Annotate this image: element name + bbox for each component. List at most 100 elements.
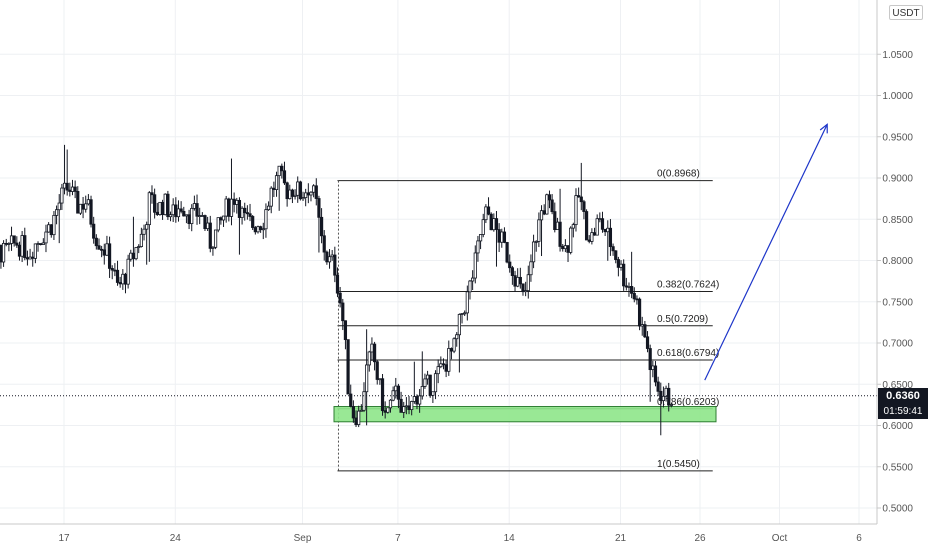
fib-level-label: 1(0.5450)	[657, 459, 700, 470]
y-tick-label: 0.5000	[882, 504, 913, 515]
x-tick-label: 21	[615, 533, 627, 544]
candle-body	[129, 252, 133, 260]
candle-body	[184, 214, 189, 217]
candle-body	[372, 343, 377, 363]
support-zone-box[interactable]	[333, 406, 717, 423]
candle-body	[378, 378, 382, 381]
candle-body	[513, 275, 517, 287]
candle-body	[582, 201, 586, 212]
candle-body	[367, 351, 371, 366]
candle-body	[460, 313, 464, 315]
candle-body	[266, 205, 271, 211]
candle-body	[627, 286, 631, 288]
candle-body	[314, 185, 318, 199]
candle-body	[664, 387, 668, 397]
candle-body	[531, 241, 536, 263]
candle-body	[643, 324, 647, 338]
x-tick-label: 17	[58, 533, 70, 544]
candle-body	[489, 213, 493, 231]
candle-body	[245, 212, 249, 215]
candle-body	[500, 231, 504, 243]
candle-body	[622, 263, 626, 287]
candle-body	[261, 228, 265, 231]
candle-body	[259, 226, 263, 231]
candle-body	[131, 252, 136, 260]
candle-body	[365, 364, 369, 393]
price-axis[interactable]: 1.0500 1.0000 0.9500 0.9000 0.8500 0.8000 0.75…	[876, 0, 913, 524]
candle-body	[84, 203, 88, 210]
candle-body	[410, 401, 414, 411]
candle-body	[118, 282, 122, 285]
candle-body	[293, 194, 297, 197]
y-tick-label: 0.9000	[882, 174, 913, 185]
candle-body	[168, 214, 173, 218]
candle-body	[526, 274, 530, 292]
x-tick-label: 24	[170, 533, 182, 544]
candle-body	[163, 193, 167, 216]
candle-body	[317, 198, 321, 218]
candle-body	[248, 213, 252, 217]
candle-body	[338, 292, 342, 304]
candle-body	[176, 208, 181, 218]
candle-body	[4, 242, 8, 245]
candle-body	[335, 274, 340, 294]
candle-body	[110, 268, 114, 271]
candle-body	[561, 246, 565, 250]
candle-body	[524, 290, 528, 293]
candle-body	[418, 395, 422, 405]
candle-body	[62, 182, 67, 189]
candle-body	[147, 192, 151, 226]
candle-body	[23, 235, 27, 259]
candle-body	[447, 348, 451, 372]
time-axis[interactable]: 17 24 Sep 7 14 21 26 Oct 6	[0, 523, 877, 544]
candle-body	[219, 217, 223, 221]
candle-body	[341, 302, 345, 322]
candle-body	[54, 209, 59, 216]
candle-body	[68, 189, 72, 192]
candle-body	[396, 385, 401, 400]
support-zone[interactable]	[333, 406, 717, 423]
candle-body	[160, 201, 165, 216]
candle-body	[179, 208, 183, 212]
candle-body	[553, 211, 557, 231]
candle-body	[584, 211, 589, 241]
candle-body	[357, 410, 361, 426]
candle-body	[235, 199, 239, 205]
candle-body	[20, 235, 24, 257]
candle-body	[587, 239, 591, 242]
currency-badge[interactable]: USDT	[889, 5, 923, 20]
candle-body	[256, 226, 260, 233]
candle-body	[253, 227, 257, 233]
candle-body	[319, 216, 324, 237]
candle-body	[155, 211, 159, 215]
candle-body	[667, 387, 671, 406]
candle-body	[240, 207, 244, 218]
candle-body	[65, 182, 69, 191]
candle-body	[380, 378, 385, 412]
fib-level-label: 0.5(0.7209)	[657, 314, 708, 325]
candle-body	[322, 235, 326, 253]
candle-body	[306, 192, 310, 196]
candle-body	[213, 229, 218, 248]
candle-body	[198, 215, 202, 218]
candle-body	[354, 417, 358, 426]
candle-body	[343, 320, 348, 341]
candle-body	[282, 170, 287, 184]
candle-body	[616, 259, 620, 268]
candle-body	[312, 185, 316, 193]
candle-body	[359, 409, 363, 412]
y-tick-label: 0.6500	[882, 380, 913, 391]
candle-body	[237, 199, 242, 218]
candle-body	[351, 406, 355, 419]
candle-body	[52, 214, 56, 236]
candle-body	[290, 189, 295, 197]
candle-body	[651, 365, 655, 371]
candle-body	[412, 396, 416, 402]
candle-body	[375, 361, 379, 380]
candle-body	[433, 373, 438, 393]
candle-body	[577, 195, 581, 198]
candle-body	[346, 339, 350, 395]
candle-body	[76, 191, 80, 214]
candle-body	[33, 243, 37, 259]
